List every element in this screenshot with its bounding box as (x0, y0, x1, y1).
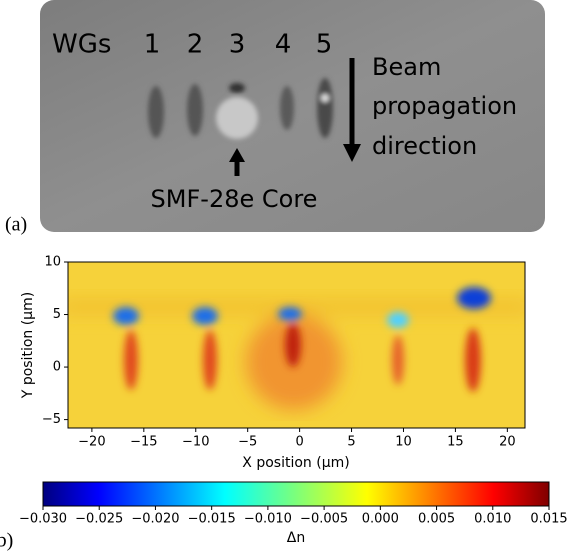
x-tick-label: −20 (78, 435, 105, 450)
panel-label: (b) (0, 530, 13, 551)
beam-text: propagation (372, 92, 517, 120)
x-tick-label: −10 (182, 435, 209, 450)
x-tick-label: 20 (499, 435, 516, 450)
wg-number: 1 (144, 30, 161, 60)
y-tick-label: 0 (53, 360, 61, 375)
y-tick-label: 5 (53, 307, 61, 322)
x-axis-label: X position (μm) (242, 455, 349, 471)
panel-label: (a) (5, 214, 27, 236)
colorbar-tick-label: −0.030 (19, 512, 67, 527)
beam-text: direction (372, 132, 477, 160)
colorbar-tick-label: −0.025 (75, 512, 123, 527)
x-tick-label: 15 (447, 435, 464, 450)
x-tick-label: −15 (130, 435, 157, 450)
wg-number: 5 (316, 30, 333, 60)
colorbar-tick-label: 0.000 (362, 512, 399, 527)
colorbar-tick-label: −0.005 (300, 512, 348, 527)
colorbar-tick-label: −0.015 (188, 512, 236, 527)
arrow-head (343, 144, 361, 162)
wg-number: 3 (229, 30, 246, 60)
x-tick-label: 0 (295, 435, 303, 450)
heatmap (68, 262, 525, 428)
arrow-head (229, 148, 245, 162)
wg-number: 4 (275, 30, 292, 60)
wg-number: 2 (187, 30, 204, 60)
core-label: SMF-28e Core (151, 185, 318, 213)
colorbar-tick-label: 0.005 (418, 512, 455, 527)
colorbar (42, 481, 550, 507)
y-tick-label: 10 (44, 255, 61, 270)
y-tick-label: −5 (42, 412, 61, 427)
colorbar-tick-label: 0.015 (530, 512, 567, 527)
colorbar-tick-label: −0.010 (244, 512, 292, 527)
colorbar-tick-label: 0.010 (474, 512, 511, 527)
wgs-label: WGs (52, 30, 111, 60)
y-axis-label: Y position (μm) (20, 292, 36, 399)
x-tick-label: −5 (238, 435, 257, 450)
beam-text: Beam (372, 53, 441, 81)
colorbar-tick-label: −0.020 (131, 512, 179, 527)
colorbar-label: Δn (287, 530, 305, 546)
plot-frame (67, 261, 526, 429)
micrograph (40, 0, 545, 232)
x-tick-label: 10 (395, 435, 412, 450)
x-tick-label: 5 (347, 435, 355, 450)
